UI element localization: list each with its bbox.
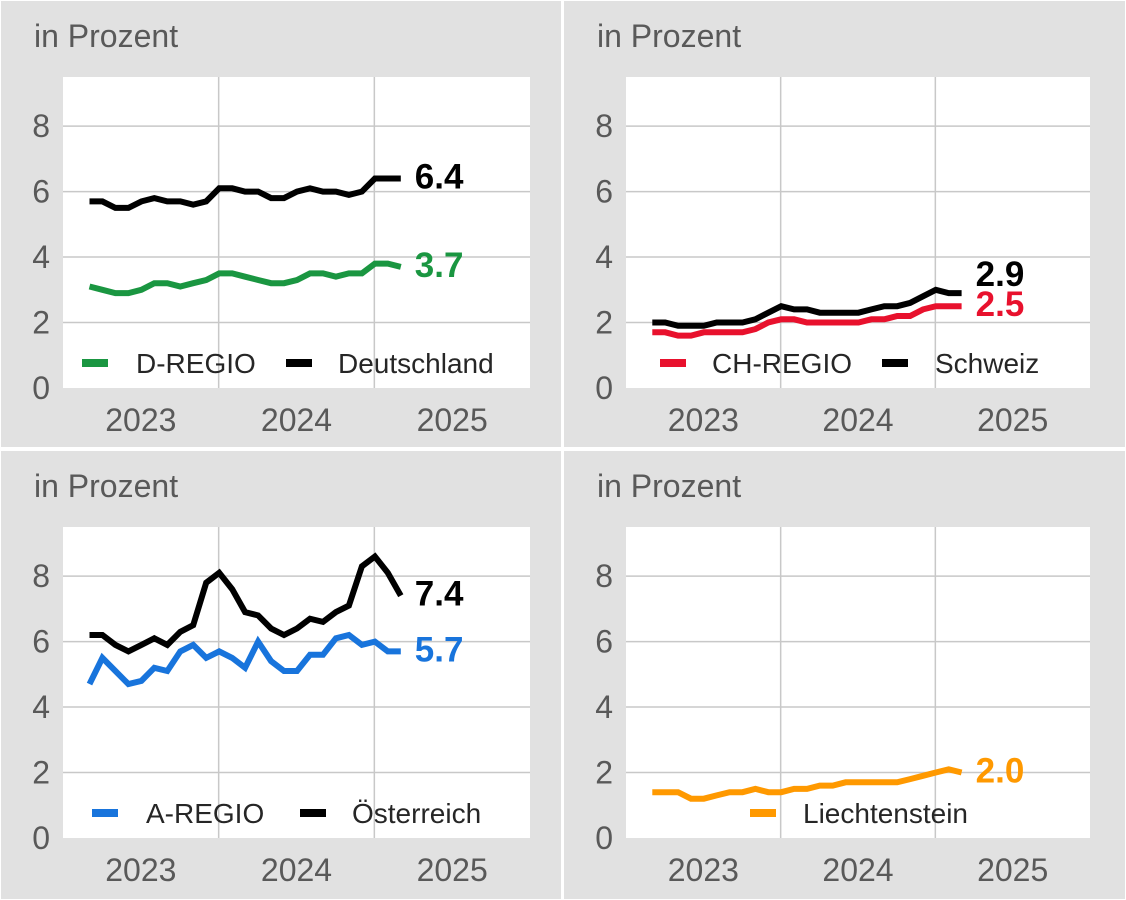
y-tick-label: 4 [595, 689, 613, 725]
x-tick-label: 2023 [668, 852, 739, 888]
end-value-label: 2.5 [976, 285, 1025, 324]
series-line-liechtenstein [652, 766, 963, 802]
y-tick-label: 0 [595, 370, 613, 406]
y-tick-label: 2 [32, 755, 50, 791]
series-line-a-regio [86, 631, 401, 688]
plot-area [626, 527, 1090, 838]
x-tick-label: 2024 [822, 402, 893, 438]
legend-label: A-REGIO [146, 798, 264, 829]
legend-label: Österreich [352, 798, 481, 829]
legend-label: D-REGIO [136, 348, 256, 379]
x-tick-label: 2025 [417, 402, 488, 438]
y-tick-label: 6 [595, 624, 613, 660]
x-tick-label: 2024 [261, 402, 332, 438]
panel-liechtenstein: in Prozent 0 2 4 6 8 2023 2024 2025 2.0 Liechtenst… [564, 451, 1125, 899]
y-tick-label: 6 [32, 624, 50, 660]
y-tick-label: 4 [32, 689, 50, 725]
x-tick-label: 2025 [977, 852, 1048, 888]
plot-area [626, 77, 1090, 388]
y-tick-label: 8 [32, 108, 50, 144]
x-tick-label: 2025 [977, 402, 1048, 438]
x-tick-label: 2024 [261, 852, 332, 888]
end-value-label: 3.7 [415, 246, 464, 285]
unit-label: in Prozent [597, 468, 741, 504]
legend-label: CH-REGIO [712, 348, 852, 379]
y-tick-label: 8 [595, 558, 613, 594]
legend-label: Deutschland [338, 348, 494, 379]
end-value-label: 7.4 [415, 575, 464, 614]
y-tick-label: 4 [595, 239, 613, 275]
series-line-d-regio [88, 260, 402, 297]
x-tick-label: 2023 [105, 852, 176, 888]
end-value-label: 5.7 [415, 630, 464, 669]
y-tick-label: 2 [595, 305, 613, 341]
x-tick-label: 2023 [105, 402, 176, 438]
y-tick-label: 6 [32, 174, 50, 210]
end-value-label: 2.9 [976, 255, 1025, 294]
y-tick-label: 0 [32, 370, 50, 406]
y-tick-label: 2 [595, 755, 613, 791]
panel-d-regio: in Prozent 0 2 4 6 8 2023 2024 2025 3.7 6.4 D-REGIO… [1, 1, 561, 447]
panel-a-regio: in Prozent 0 2 4 6 8 2023 2024 2025 5.7 7.4 A-REGIO… [1, 451, 561, 899]
series-line-deutschland [89, 175, 401, 211]
x-tick-label: 2023 [668, 402, 739, 438]
end-value-label: 2.0 [976, 752, 1025, 791]
unit-label: in Prozent [597, 18, 741, 54]
series-line-schweiz [652, 286, 962, 329]
y-tick-label: 2 [32, 305, 50, 341]
y-tick-label: 4 [32, 239, 50, 275]
y-tick-label: 0 [32, 820, 50, 856]
legend-label: Schweiz [935, 348, 1039, 379]
y-tick-label: 8 [595, 108, 613, 144]
plot-area [63, 77, 530, 388]
unit-label: in Prozent [34, 468, 178, 504]
x-tick-label: 2024 [822, 852, 893, 888]
y-tick-label: 6 [595, 174, 613, 210]
y-tick-label: 8 [32, 558, 50, 594]
legend-label: Liechtenstein [803, 798, 968, 829]
panel-ch-regio: in Prozent 0 2 4 6 8 2023 2024 2025 2.52.9 CH-REGI… [564, 1, 1125, 447]
unit-label: in Prozent [34, 18, 178, 54]
y-tick-label: 0 [595, 820, 613, 856]
series-line-ch-regio [652, 303, 962, 339]
x-tick-label: 2025 [417, 852, 488, 888]
end-value-label: 6.4 [415, 157, 464, 196]
series-line-österreich [89, 552, 404, 655]
